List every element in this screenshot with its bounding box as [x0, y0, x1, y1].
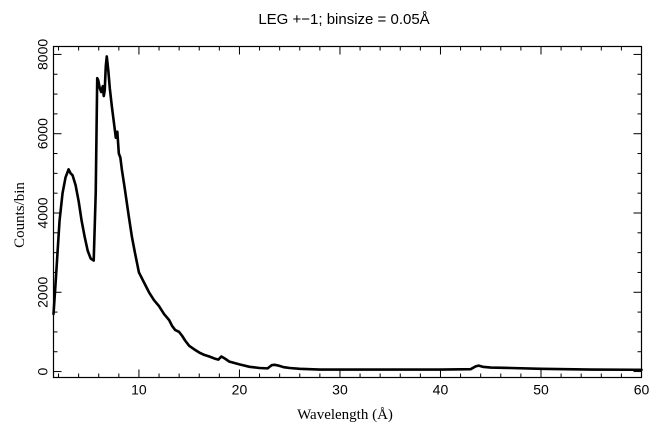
y-axis-label: Counts/bin — [12, 182, 28, 248]
y-tick-label: 2000 — [35, 276, 51, 307]
y-tick-label: 0 — [35, 367, 51, 375]
y-tick-label: 4000 — [35, 197, 51, 228]
x-tick-label: 60 — [634, 382, 650, 398]
x-tick-label: 10 — [131, 382, 147, 398]
series-line — [52, 55, 643, 372]
axis-ticks — [53, 46, 642, 378]
plot-frame — [52, 45, 643, 379]
y-tick-label: 8000 — [35, 39, 51, 70]
x-tick-label: 50 — [533, 382, 549, 398]
y-tick-label: 6000 — [35, 118, 51, 149]
x-axis-label: Wavelength (Å) — [297, 407, 393, 423]
x-tick-label: 30 — [332, 382, 348, 398]
x-tick-label: 40 — [433, 382, 449, 398]
tick-labels: 10 20 30 40 50 60 0 2000 4000 6000 8000 — [35, 39, 650, 398]
chart-title: LEG +−1; binsize = 0.05Å — [258, 11, 429, 28]
x-tick-label: 20 — [232, 382, 248, 398]
